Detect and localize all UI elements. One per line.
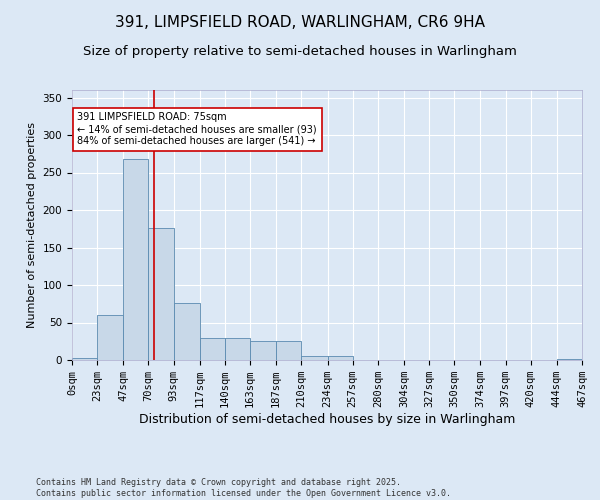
X-axis label: Distribution of semi-detached houses by size in Warlingham: Distribution of semi-detached houses by … (139, 413, 515, 426)
Text: Contains HM Land Registry data © Crown copyright and database right 2025.
Contai: Contains HM Land Registry data © Crown c… (36, 478, 451, 498)
Text: 391, LIMPSFIELD ROAD, WARLINGHAM, CR6 9HA: 391, LIMPSFIELD ROAD, WARLINGHAM, CR6 9H… (115, 15, 485, 30)
Y-axis label: Number of semi-detached properties: Number of semi-detached properties (27, 122, 37, 328)
Text: 391 LIMPSFIELD ROAD: 75sqm
← 14% of semi-detached houses are smaller (93)
84% of: 391 LIMPSFIELD ROAD: 75sqm ← 14% of semi… (77, 112, 317, 146)
Text: Size of property relative to semi-detached houses in Warlingham: Size of property relative to semi-detach… (83, 45, 517, 58)
Bar (173, 303, 200, 360)
Bar (200, 338, 225, 360)
Bar (276, 341, 301, 360)
Bar (557, 359, 582, 360)
Bar (225, 338, 250, 360)
Bar (328, 356, 353, 360)
Bar (148, 228, 173, 360)
Bar (301, 356, 328, 360)
Bar (72, 358, 97, 360)
Bar (97, 315, 124, 360)
Bar (124, 159, 148, 360)
Bar (250, 341, 276, 360)
